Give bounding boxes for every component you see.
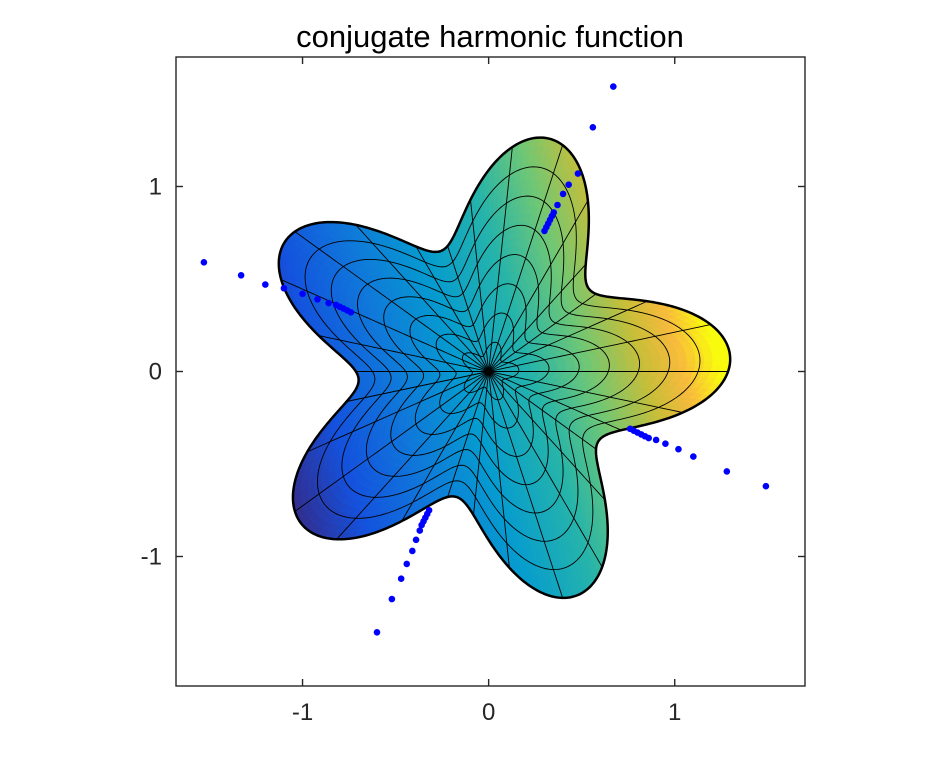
surface-patch — [642, 366, 653, 372]
surface-patch — [625, 367, 636, 372]
surface-patch — [651, 362, 662, 368]
chart-title: conjugate harmonic function — [296, 19, 684, 54]
surface-patch — [616, 367, 627, 372]
surface-patch — [660, 361, 671, 368]
surface-patch — [650, 366, 662, 372]
